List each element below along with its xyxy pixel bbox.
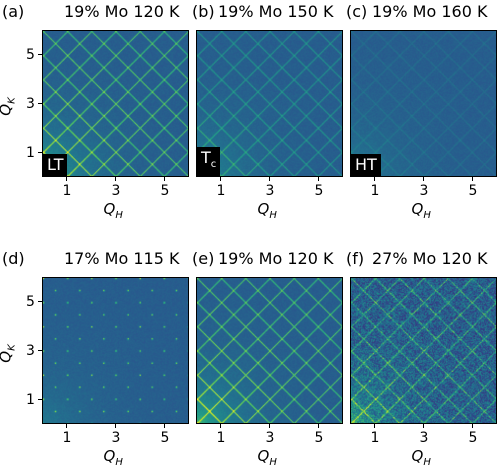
panel-f-xtick-1: [423, 424, 424, 428]
panel-b-xtick-label-1: 3: [265, 183, 275, 199]
panel-d-xtick-label-0: 1: [62, 430, 72, 446]
panel-a-xtick-label-1: 3: [111, 183, 121, 199]
panel-a-ytick-1: [38, 103, 42, 104]
panel-b-heatmap-image: [197, 31, 342, 176]
panel-a-xtick-label-2: 5: [160, 183, 170, 199]
panel-a-title: 19% Mo 120 K: [64, 2, 180, 21]
panel-e-title: 19% Mo 120 K: [218, 249, 334, 268]
panel-b-heatmap: Tc: [196, 30, 343, 177]
panel-d-ytick-1: [38, 350, 42, 351]
panel-d-heatmap: [42, 277, 189, 424]
panel-b-phase-subscript: c: [210, 159, 217, 170]
panel-a-heatmap: LT: [42, 30, 189, 177]
panel-f-xtick-label-2: 5: [468, 430, 478, 446]
panel-b-phase-badge: Tc: [197, 146, 221, 176]
panel-c-xtick-label-1: 3: [419, 183, 429, 199]
panel-d-xtick-2: [164, 424, 165, 428]
panel-c-xtick-0: [374, 177, 375, 181]
panel-d-xtick-0: [66, 424, 67, 428]
panel-d-ytick-2: [38, 301, 42, 302]
panel-f-heatmap: [350, 277, 497, 424]
panel-a-ytick-0: [38, 152, 42, 153]
panel-a-phase-badge: LT: [43, 154, 68, 176]
panel-b-xtick-label-0: 1: [216, 183, 226, 199]
panel-a-label: (a): [2, 2, 25, 21]
panel-e-xtick-label-0: 1: [216, 430, 226, 446]
panel-f-xtick-label-1: 3: [419, 430, 429, 446]
panel-a-phase-text: LT: [47, 155, 64, 174]
panel-f-xtick-2: [472, 424, 473, 428]
panel-d-ytick-0: [38, 399, 42, 400]
panel-c-phase-badge: HT: [351, 154, 381, 176]
panel-c-xtick-1: [423, 177, 424, 181]
panel-d-xlabel: QH: [103, 447, 123, 469]
panel-e-heatmap: [196, 277, 343, 424]
panel-e-xtick-label-1: 3: [265, 430, 275, 446]
panel-e-label: (e): [192, 249, 215, 268]
panel-a-ytick-label-1: 3: [26, 95, 35, 112]
panel-d-ytick-label-1: 3: [26, 342, 35, 359]
panel-c-xtick-label-0: 1: [370, 183, 380, 199]
panel-a-ylabel: QK: [0, 96, 18, 115]
panel-b-phase-text: T: [201, 147, 211, 167]
panel-f-label: (f): [346, 249, 365, 268]
panel-e-xtick-label-2: 5: [314, 430, 324, 446]
panel-a-xtick-1: [115, 177, 116, 181]
panel-e-xtick-1: [269, 424, 270, 428]
panel-f-xlabel: QH: [411, 447, 431, 469]
panel-a-xtick-0: [66, 177, 67, 181]
panel-d-title: 17% Mo 115 K: [64, 249, 180, 268]
panel-d-ylabel: QK: [0, 343, 18, 362]
panel-c-heatmap: HT: [350, 30, 497, 177]
panel-d-xtick-label-1: 3: [111, 430, 121, 446]
panel-a-xtick-2: [164, 177, 165, 181]
panel-c-label: (c): [346, 2, 368, 21]
panel-d-ytick-label-2: 5: [26, 293, 35, 310]
panel-e-xlabel: QH: [257, 447, 277, 469]
panel-f-heatmap-image: [351, 278, 496, 423]
panel-f-xtick-label-0: 1: [370, 430, 380, 446]
panel-d-xtick-label-2: 5: [160, 430, 170, 446]
panel-c-phase-text: HT: [355, 155, 377, 174]
panel-d-heatmap-image: [43, 278, 188, 423]
panel-a-ytick-label-2: 5: [26, 46, 35, 63]
panel-b-title: 19% Mo 150 K: [218, 2, 334, 21]
panel-d-ytick-label-0: 1: [26, 391, 35, 408]
panel-a-ytick-2: [38, 54, 42, 55]
panel-b-xlabel: QH: [257, 200, 277, 222]
panel-b-xtick-1: [269, 177, 270, 181]
panel-a-xlabel: QH: [103, 200, 123, 222]
panel-a-xtick-label-0: 1: [62, 183, 72, 199]
panel-a-heatmap-image: [43, 31, 188, 176]
panel-c-title: 19% Mo 160 K: [372, 2, 488, 21]
panel-c-heatmap-image: [351, 31, 496, 176]
panel-e-xtick-2: [318, 424, 319, 428]
panel-b-xtick-2: [318, 177, 319, 181]
panel-c-xtick-label-2: 5: [468, 183, 478, 199]
panel-f-xtick-0: [374, 424, 375, 428]
panel-d-xtick-1: [115, 424, 116, 428]
panel-a-ytick-label-0: 1: [26, 144, 35, 161]
panel-f-title: 27% Mo 120 K: [372, 249, 488, 268]
panel-d-label: (d): [2, 249, 25, 268]
panel-b-xtick-0: [220, 177, 221, 181]
panel-c-xlabel: QH: [411, 200, 431, 222]
panel-c-xtick-2: [472, 177, 473, 181]
panel-b-xtick-label-2: 5: [314, 183, 324, 199]
panel-e-heatmap-image: [197, 278, 342, 423]
panel-b-label: (b): [192, 2, 215, 21]
panel-e-xtick-0: [220, 424, 221, 428]
